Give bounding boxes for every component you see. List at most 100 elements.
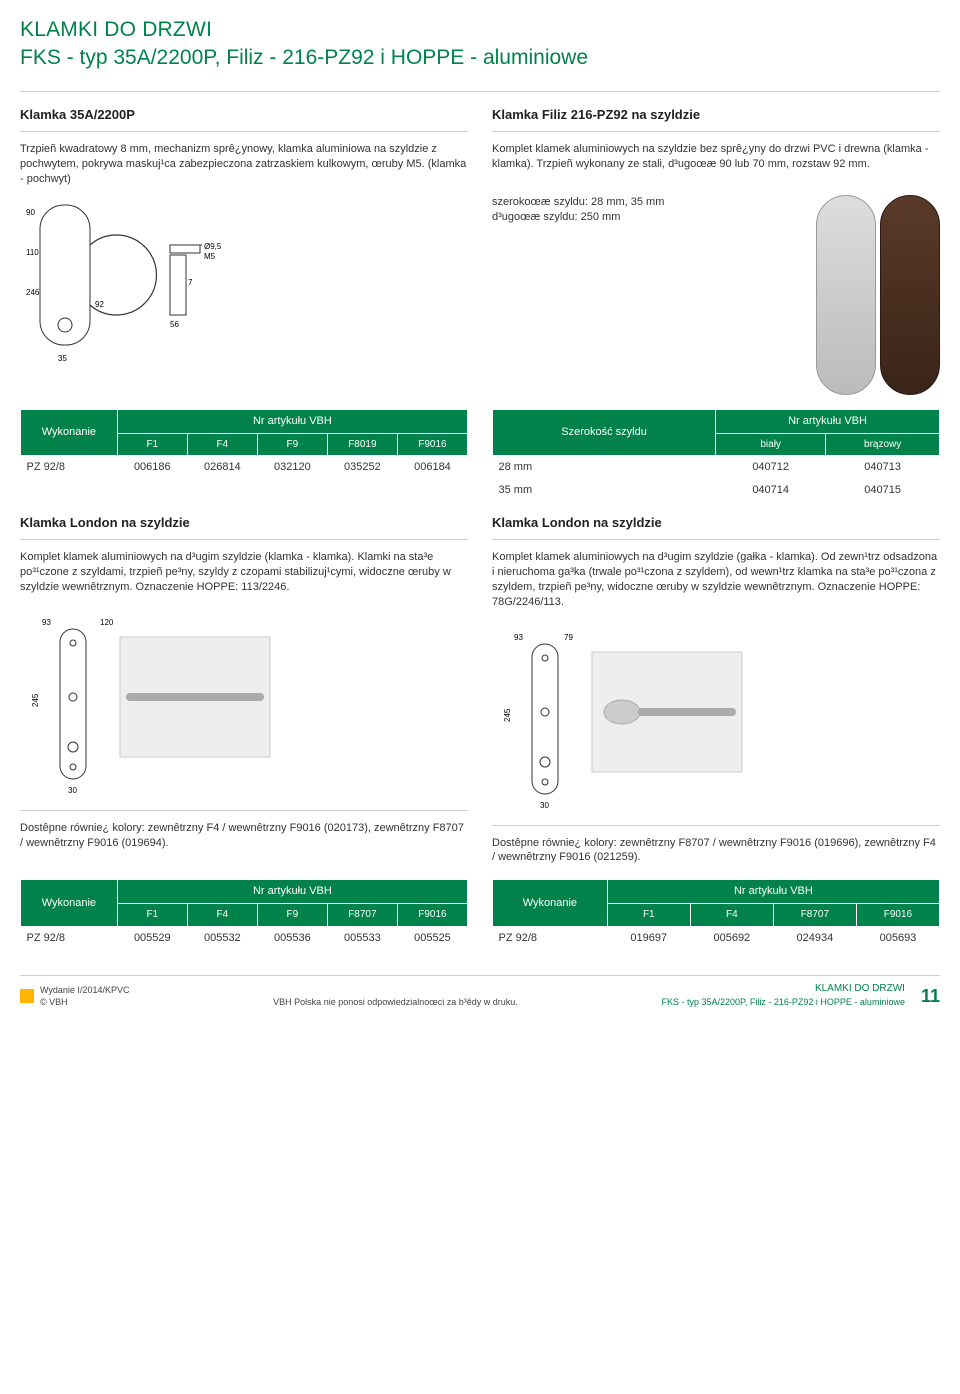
th-wykonanie: Wykonanie [493,880,608,926]
table-35a: Wykonanie Nr artykułu VBH F1 F4 F9 F8019… [20,409,468,479]
table4-wrap: Wykonanie Nr artykułu VBH F1 F4 F8707 F9… [492,879,940,949]
dim-label: 93 [514,633,523,642]
divider [20,539,468,540]
table-london-klamka: Wykonanie Nr artykułu VBH F1 F4 F9 F8707… [20,879,468,949]
sec2-right: Klamka London na szyldzie Komplet klamek… [492,514,940,865]
th-col: F9 [257,433,327,456]
th-nr-artykulu: Nr artykułu VBH [117,409,467,433]
dim-label: 246 [26,288,40,297]
footer-copyright: © VBH [40,996,129,1008]
title-line1: KLAMKI DO DRZWI [20,16,940,44]
london-galka-drawing: 93 79 245 30 [492,622,752,812]
divider [492,131,940,132]
divider [20,131,468,132]
footer-edition: Wydanie I/2014/KPVC [40,984,129,996]
cell: 006186 [117,456,187,479]
th-col: F1 [117,433,187,456]
th-col: biały [716,433,826,456]
th-nr-artykulu: Nr artykułu VBH [117,880,467,904]
th-col: F1 [117,904,187,927]
divider [492,825,940,826]
table-row: 35 mm 040714 040715 [493,479,940,502]
dim-label: 245 [31,693,40,707]
th-nr-artykulu: Nr artykułu VBH [607,880,939,904]
cell: 040713 [826,456,940,479]
sec1-left-heading: Klamka 35A/2200P [20,106,468,124]
vbh-logo-icon [20,989,34,1003]
th-col: F9016 [397,433,467,456]
th-col: F1 [607,904,690,927]
dim-label: 110 [26,248,39,257]
th-nr-artykulu: Nr artykułu VBH [716,409,940,433]
sec1-right-heading: Klamka Filiz 216-PZ92 na szyldzie [492,106,940,124]
table-london-galka: Wykonanie Nr artykułu VBH F1 F4 F8707 F9… [492,879,940,949]
cell: 005532 [187,926,257,949]
sec2-right-desc: Komplet klamek aluminiowych na d³ugim sz… [492,550,940,609]
cell: 28 mm [493,456,716,479]
footer-right: KLAMKI DO DRZWI FKS - typ 35A/2200P, Fil… [662,982,905,1008]
table1-wrap: Wykonanie Nr artykułu VBH F1 F4 F9 F8019… [20,409,468,502]
cell: 019697 [607,926,690,949]
table-row: PZ 92/8 006186 026814 032120 035252 0061… [21,456,468,479]
sec1-right-desc: Komplet klamek aluminiowych na szyldzie … [492,142,940,172]
cell: PZ 92/8 [21,926,118,949]
sec2-left-desc: Komplet klamek aluminiowych na d³ugim sz… [20,550,468,595]
table-row: PZ 92/8 005529 005532 005536 005533 0055… [21,926,468,949]
th-col: F8707 [773,904,856,927]
th-col: F4 [690,904,773,927]
section-2: Klamka London na szyldzie Komplet klamek… [20,514,940,865]
dim-label: 35 [58,354,67,363]
cell: 006184 [397,456,467,479]
th-col: F4 [187,904,257,927]
cell: PZ 92/8 [493,926,608,949]
cell: 005525 [397,926,467,949]
dim-label: M5 [204,252,216,261]
divider [20,91,940,92]
dim-label: 90 [26,208,35,217]
table-row: PZ 92/8 019697 005692 024934 005693 [493,926,940,949]
cell: 005533 [327,926,397,949]
table-filiz: Szerokość szyldu Nr artykułu VBH biały b… [492,409,940,502]
cell: 005692 [690,926,773,949]
dim-label: 93 [42,618,51,627]
cell: 005529 [117,926,187,949]
th-wykonanie: Wykonanie [21,409,118,455]
sec2-right-drawing: 93 79 245 30 [492,622,940,817]
th-szerokosc: Szerokość szyldu [493,409,716,455]
sec1-left: Klamka 35A/2200P Trzpieñ kwadratowy 8 mm… [20,106,468,187]
handle-image-white [816,195,876,395]
cell: 035252 [327,456,397,479]
dim-label: 7 [188,278,193,287]
th-col: F8707 [327,904,397,927]
london-klamka-drawing: 93 120 245 30 [20,607,280,797]
handle-image-brown [880,195,940,395]
sec1-left-desc: Trzpieñ kwadratowy 8 mm, mechanizm sprê¿… [20,142,468,187]
cell: 026814 [187,456,257,479]
tables-row-1: Wykonanie Nr artykułu VBH F1 F4 F9 F8019… [20,395,940,502]
dim-label: Ø9,5 [204,242,222,251]
sec1-right-image-col: szerokoœæ szyldu: 28 mm, 35 mm d³ugoœæ s… [492,195,940,395]
dim-label: 30 [68,786,77,795]
tables-row-2: Wykonanie Nr artykułu VBH F1 F4 F9 F8707… [20,865,940,949]
sec2-right-heading: Klamka London na szyldzie [492,514,940,532]
filiz-product-images [816,195,940,395]
footer-left: Wydanie I/2014/KPVC © VBH [20,984,129,1008]
table-row: 28 mm 040712 040713 [493,456,940,479]
cell: 024934 [773,926,856,949]
divider [20,810,468,811]
th-col: F9016 [856,904,939,927]
dim-label: 30 [540,801,549,810]
section-1-images: 90 110 246 92 35 Ø9,5 M5 7 56 szerokoœæ … [20,195,940,395]
cell: 040715 [826,479,940,502]
title-line2: FKS - typ 35A/2200P, Filiz - 216-PZ92 i … [20,44,940,72]
dim-label: 120 [100,618,114,627]
table3-wrap: Wykonanie Nr artykułu VBH F1 F4 F9 F8707… [20,879,468,949]
section-1: Klamka 35A/2200P Trzpieñ kwadratowy 8 mm… [20,106,940,187]
th-wykonanie: Wykonanie [21,880,118,926]
szyld-length-note: d³ugoœæ szyldu: 250 mm [492,210,796,225]
sec2-left: Klamka London na szyldzie Komplet klamek… [20,514,468,865]
szyld-width-note: szerokoœæ szyldu: 28 mm, 35 mm [492,195,796,210]
tech-drawing-35a: 90 110 246 92 35 Ø9,5 M5 7 56 [20,195,240,365]
sec1-right: Klamka Filiz 216-PZ92 na szyldzie Komple… [492,106,940,187]
sec1-left-diagram-col: 90 110 246 92 35 Ø9,5 M5 7 56 [20,195,468,395]
